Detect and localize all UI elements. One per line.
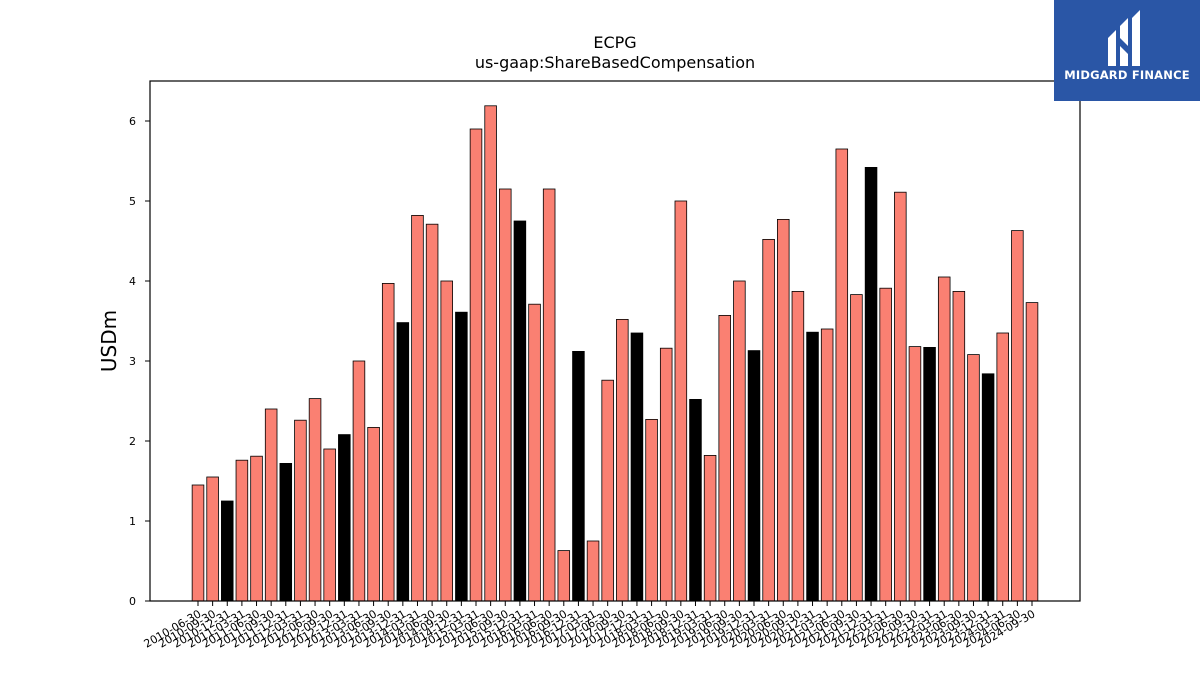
bar-2017-09-30: [616, 318, 629, 602]
bar-2010-12-31: [221, 500, 234, 602]
bar-2019-09-30: [733, 280, 746, 602]
bar-2014-03-31: [411, 214, 424, 602]
y-tick-label: 3: [129, 355, 136, 368]
bar-2015-12-31: [513, 220, 527, 602]
bar-2019-12-31: [747, 350, 761, 602]
bar-2020-09-30: [791, 290, 805, 602]
chart-subtitle: us-gaap:ShareBasedCompensation: [475, 53, 755, 72]
bar-2018-12-31: [689, 398, 702, 602]
bar-2015-09-30: [499, 188, 512, 602]
brand-name: MIDGARD FINANCE: [1064, 68, 1190, 82]
bar-2020-06-30: [777, 218, 790, 602]
bar-2015-03-31: [469, 128, 483, 602]
bar-2023-03-31: [937, 276, 951, 602]
bar-2015-06-30: [484, 105, 497, 602]
bar-2022-12-31: [923, 346, 936, 602]
bar-2016-06-30: [542, 188, 556, 602]
bar-2020-12-31: [806, 331, 819, 602]
bar-2014-06-30: [425, 223, 439, 602]
bars-group: [191, 105, 1039, 602]
x-axis-ticks: 2010-06-302010-09-302010-12-312011-03-31…: [142, 601, 1038, 651]
bar-2010-09-30: [206, 476, 219, 602]
bar-2012-09-30: [323, 448, 336, 602]
y-tick-label: 0: [129, 595, 136, 608]
bar-2022-06-30: [894, 191, 907, 602]
y-tick-label: 2: [129, 435, 136, 448]
bar-2021-09-30: [850, 294, 863, 602]
bar-2018-06-30: [659, 347, 673, 602]
bar-2019-06-30: [718, 314, 731, 602]
bar-2016-12-31: [572, 350, 585, 602]
bar-2011-12-31: [279, 462, 293, 602]
y-tick-label: 1: [129, 515, 136, 528]
bar-2017-03-31: [586, 540, 600, 602]
bar-2021-12-31: [864, 166, 878, 602]
bar-2021-06-30: [835, 148, 849, 602]
bar-2013-12-31: [396, 322, 410, 602]
bar-2011-03-31: [235, 459, 249, 602]
bar-2022-03-31: [879, 287, 892, 602]
bar-2020-03-31: [762, 238, 775, 602]
bar-2024-09-30: [1025, 302, 1039, 602]
bar-2023-09-30: [967, 354, 980, 602]
bar-2011-06-30: [250, 455, 263, 602]
bar-2012-12-31: [338, 434, 351, 602]
bar-2014-12-31: [455, 311, 468, 602]
y-tick-label: 6: [129, 115, 136, 128]
bar-2017-06-30: [601, 379, 614, 602]
bar-2013-03-31: [352, 360, 366, 602]
brand-logo: MIDGARD FINANCE: [1054, 0, 1200, 101]
bar-2016-09-30: [557, 550, 571, 602]
bar-2021-03-31: [820, 328, 834, 602]
bar-2024-06-30: [1011, 230, 1024, 602]
bar-2024-03-31: [996, 332, 1009, 602]
bar-2016-03-31: [528, 303, 541, 602]
midgard-mark-icon: [1108, 10, 1140, 66]
bar-2018-09-30: [674, 200, 688, 602]
bar-2011-09-30: [264, 408, 278, 602]
bar-2018-03-31: [645, 418, 658, 602]
bar-2013-06-30: [367, 426, 380, 602]
bar-2019-03-31: [703, 454, 717, 602]
bar-2023-12-31: [981, 373, 995, 602]
chart-title: ECPG: [593, 33, 636, 52]
y-tick-label: 4: [129, 275, 136, 288]
bar-2022-09-30: [908, 346, 922, 602]
bar-2010-06-30: [191, 484, 205, 602]
y-axis-label: USDm: [97, 310, 121, 372]
y-axis-ticks: 0 1 2 3 4 5 6: [129, 115, 150, 608]
plot-frame: [149, 80, 1081, 602]
bar-2017-12-31: [630, 332, 644, 602]
bar-2023-06-30: [952, 290, 966, 602]
bar-2014-09-30: [440, 280, 453, 602]
bar-2012-03-31: [294, 419, 307, 602]
bar-2013-09-30: [381, 282, 395, 602]
bar-2012-06-30: [308, 398, 322, 602]
y-tick-label: 5: [129, 195, 136, 208]
